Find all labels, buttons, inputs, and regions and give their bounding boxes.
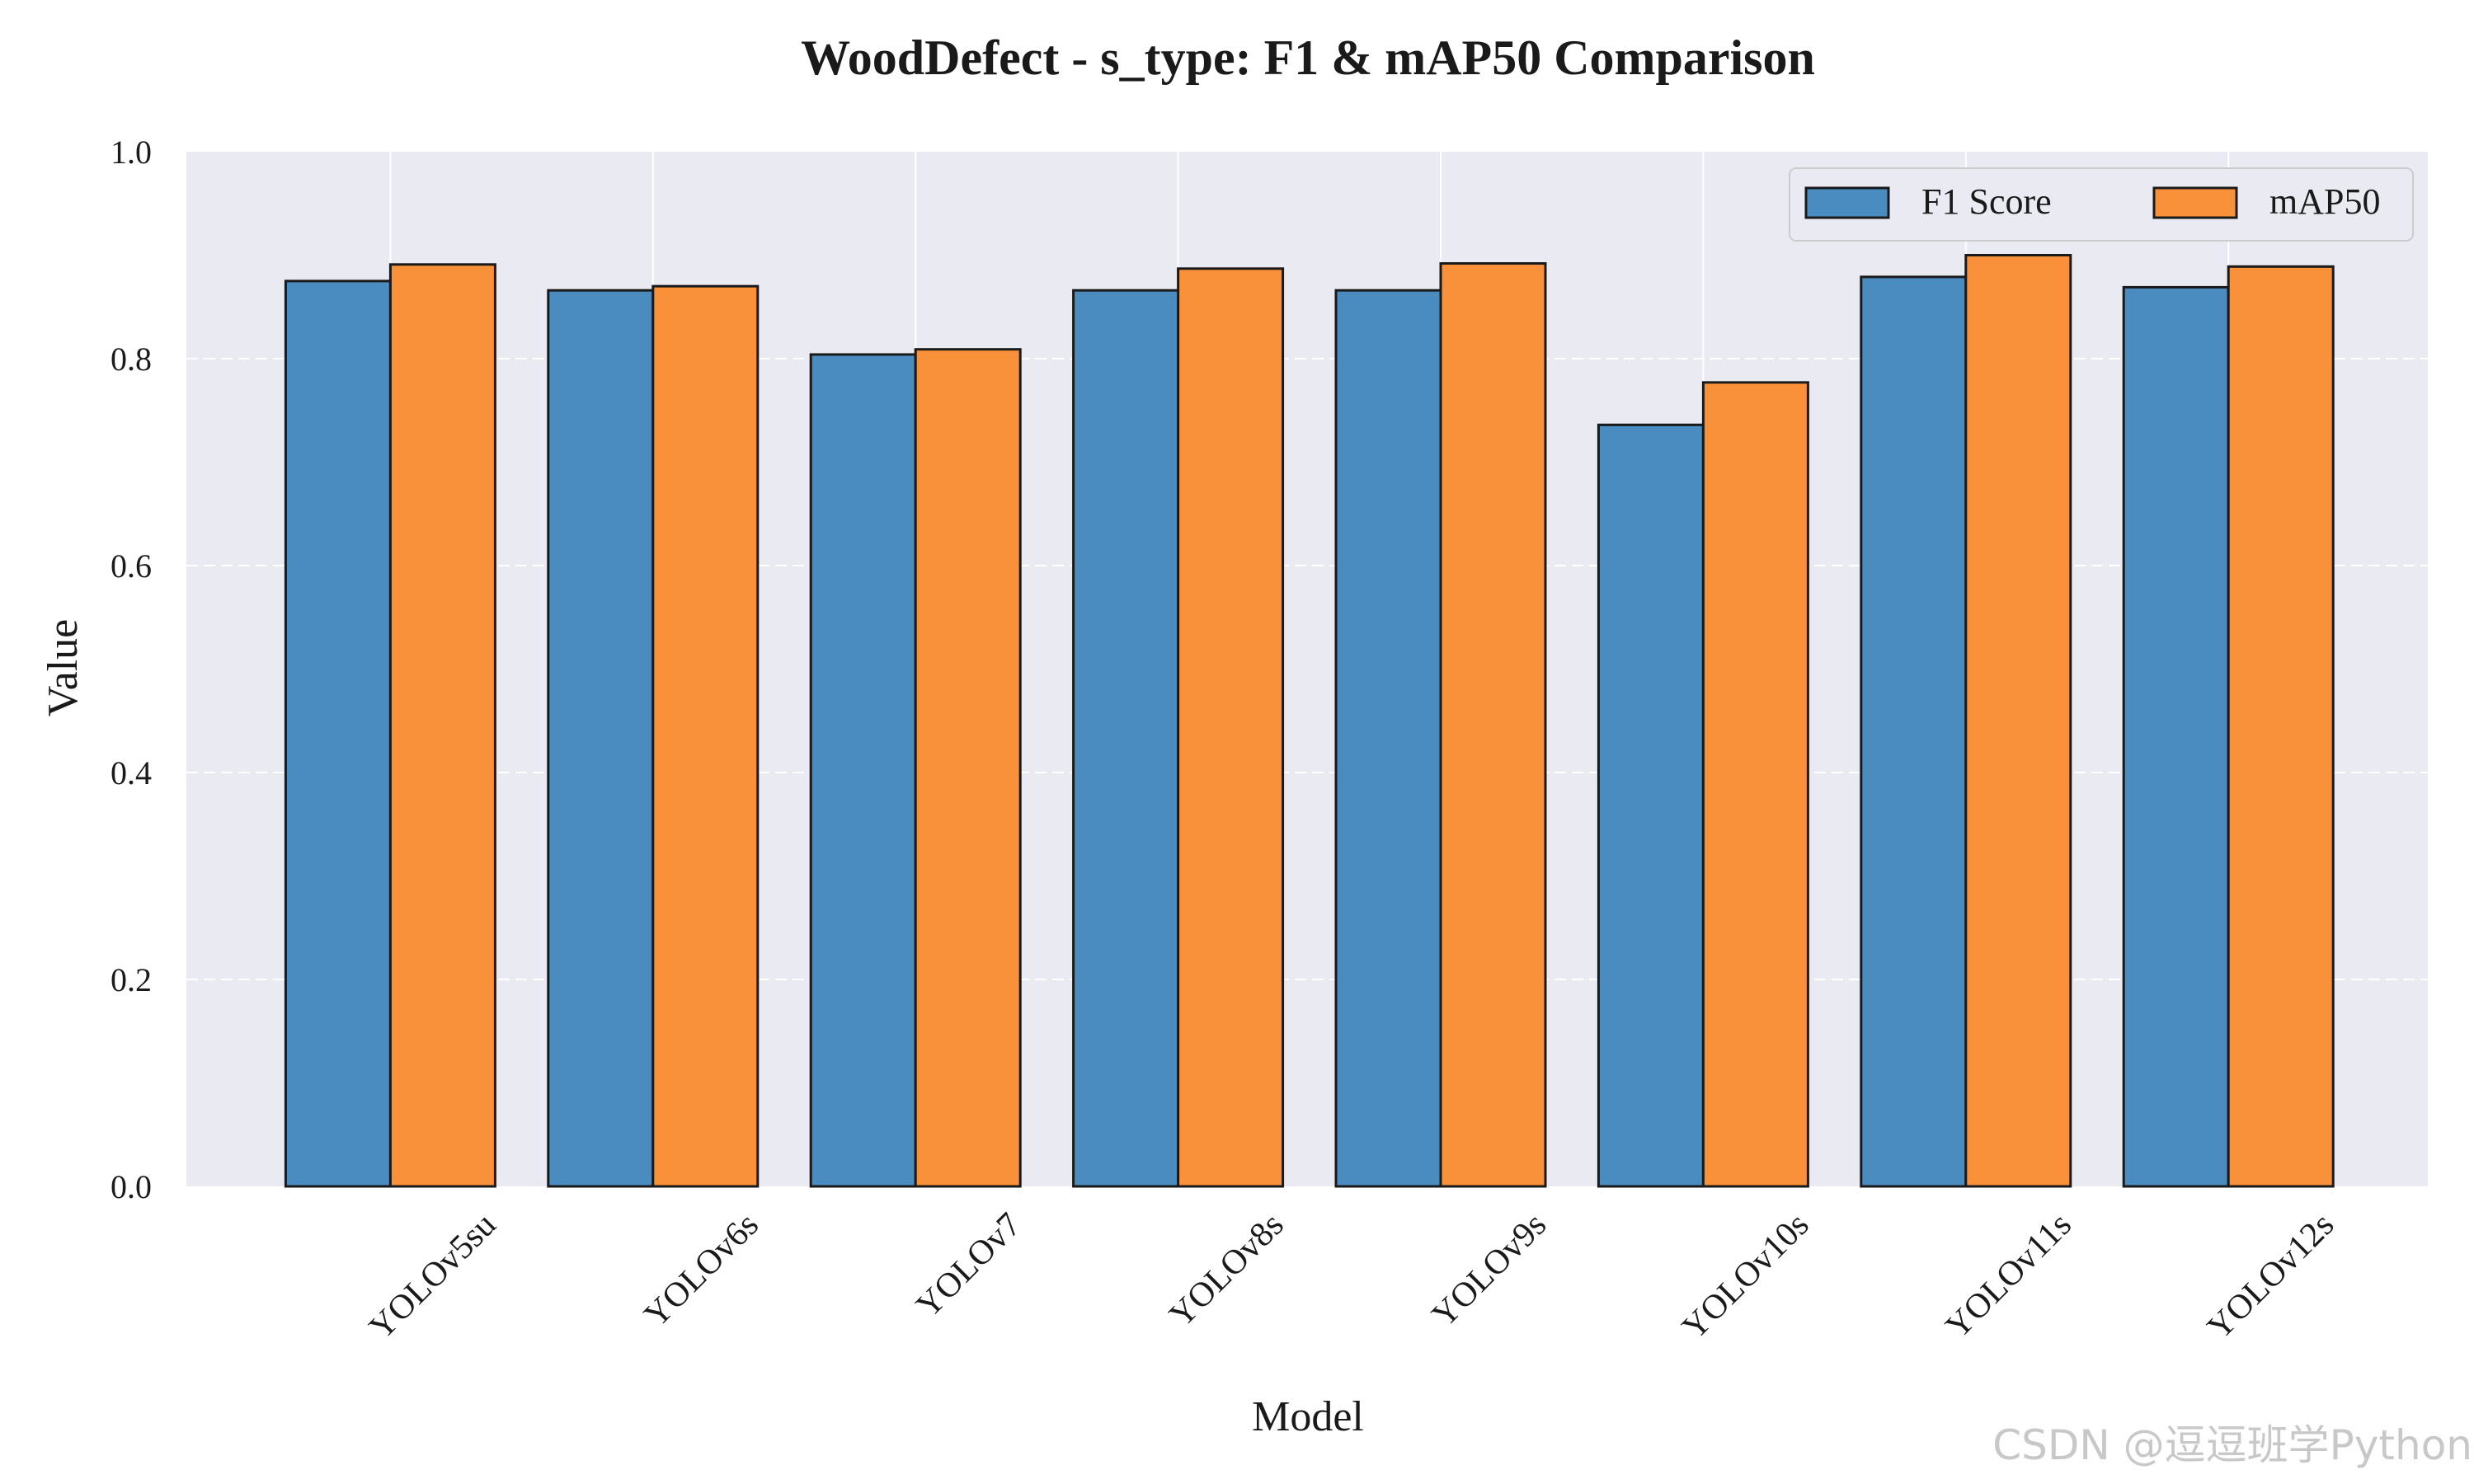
map50-bar [388, 263, 496, 1188]
legend[interactable]: F1 Score mAP50 [1789, 167, 2414, 242]
legend-swatch-map50 [2152, 186, 2238, 219]
plot-area [186, 152, 2428, 1186]
map50-bar [2227, 265, 2335, 1188]
y-tick-label: 0.6 [111, 547, 152, 585]
y-tick-label: 0.4 [111, 754, 152, 791]
bars [284, 254, 2335, 1188]
legend-label-map50: mAP50 [2269, 181, 2380, 222]
f1-bar [547, 289, 655, 1188]
f1-bar [1597, 423, 1705, 1188]
chart-title: WoodDefect - s_type: F1 & mAP50 Comparis… [801, 31, 1815, 85]
watermark: CSDN @逗逗班学Python [1992, 1421, 2472, 1469]
map50-bar [1177, 267, 1285, 1188]
y-tick-label: 0.8 [111, 340, 152, 378]
f1-bar [1334, 289, 1442, 1188]
map50-bar [651, 284, 760, 1188]
map50-bar [1701, 381, 1809, 1188]
f1-bar [2122, 285, 2230, 1188]
y-tick-label: 1.0 [111, 134, 152, 171]
y-tick-label: 0.2 [111, 961, 152, 998]
f1-bar [284, 279, 392, 1188]
f1-bar [1860, 275, 1968, 1188]
legend-swatch-f1 [1804, 186, 1890, 219]
y-tick-label: 0.0 [111, 1168, 152, 1205]
f1-bar [809, 353, 917, 1188]
legend-label-f1: F1 Score [1921, 181, 2052, 222]
legend-box [1789, 167, 2414, 242]
map50-bar [914, 348, 1022, 1188]
x-axis-label: Model [1252, 1393, 1364, 1440]
f1-bar [1072, 289, 1180, 1188]
y-axis-label: Value [40, 619, 87, 716]
y-axis-ticks: 0.0 0.2 0.4 0.6 0.8 1.0 [111, 134, 152, 1205]
map50-bar [1439, 262, 1547, 1188]
map50-bar [1964, 254, 2072, 1188]
